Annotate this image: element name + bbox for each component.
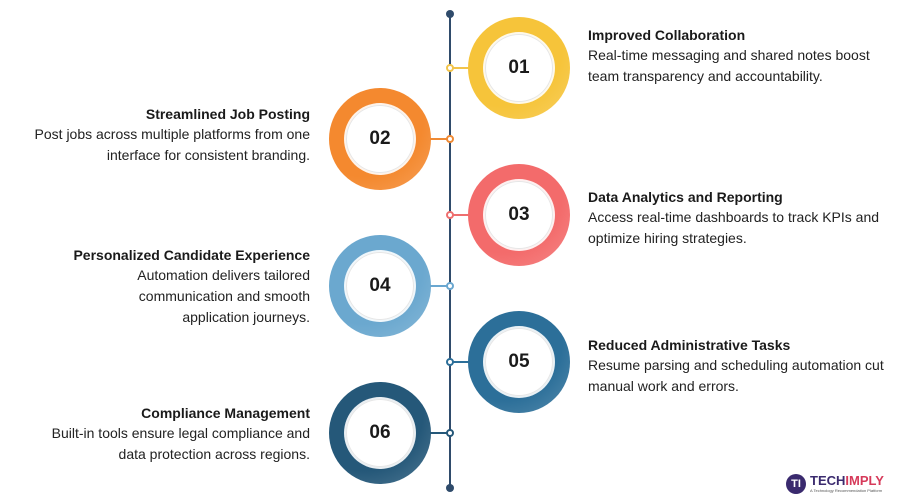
step-description-02: Post jobs across multiple platforms from… <box>34 126 310 163</box>
timeline-spine <box>449 14 451 488</box>
step-description-04: Automation delivers tailored communicati… <box>137 267 310 325</box>
connector-05 <box>450 361 470 363</box>
connector-01 <box>450 67 470 69</box>
step-number-01: 01 <box>508 57 530 78</box>
step-number-05: 05 <box>508 351 530 372</box>
step-text-05: Reduced Administrative Tasks Resume pars… <box>588 335 888 397</box>
timeline-dot-01 <box>446 64 454 72</box>
step-text-06: Compliance Management Built-in tools ens… <box>10 403 310 465</box>
step-number-04: 04 <box>369 275 391 296</box>
timeline-dot-02 <box>446 135 454 143</box>
step-badge-02: 02 <box>329 88 431 190</box>
step-badge-03: 03 <box>468 164 570 266</box>
logo-text-accent: IMPLY <box>845 473 884 488</box>
logo-tagline: A Technology Recommendation Platform <box>810 488 883 493</box>
timeline-start-cap <box>446 10 454 18</box>
connector-02 <box>430 138 450 140</box>
step-title-06: Compliance Management <box>141 405 310 421</box>
step-number-02: 02 <box>369 128 391 149</box>
timeline-dot-05 <box>446 358 454 366</box>
step-description-05: Resume parsing and scheduling automation… <box>588 357 884 394</box>
step-text-03: Data Analytics and Reporting Access real… <box>588 187 888 249</box>
step-badge-inner-02: 02 <box>346 105 414 173</box>
step-description-03: Access real-time dashboards to track KPI… <box>588 209 880 246</box>
step-text-02: Streamlined Job Posting Post jobs across… <box>10 104 310 166</box>
step-badge-05: 05 <box>468 311 570 413</box>
timeline-dot-03 <box>446 211 454 219</box>
techimply-logo: TI TECHIMPLY A Technology Recommendation… <box>786 474 896 496</box>
connector-06 <box>430 432 450 434</box>
step-title-03: Data Analytics and Reporting <box>588 189 783 205</box>
step-badge-inner-05: 05 <box>485 328 553 396</box>
step-number-03: 03 <box>508 204 530 225</box>
step-text-04: Personalized Candidate Experience Automa… <box>10 245 310 328</box>
step-badge-01: 01 <box>468 17 570 119</box>
step-badge-inner-01: 01 <box>485 34 553 102</box>
logo-text-main: TECH <box>810 473 846 488</box>
logo-mark-icon: TI <box>786 474 806 494</box>
step-badge-04: 04 <box>329 235 431 337</box>
step-badge-inner-04: 04 <box>346 252 414 320</box>
step-badge-inner-06: 06 <box>346 399 414 467</box>
connector-03 <box>450 214 470 216</box>
timeline-dot-06 <box>446 429 454 437</box>
logo-wordmark: TECHIMPLY <box>810 474 884 488</box>
step-number-06: 06 <box>369 422 391 443</box>
step-badge-06: 06 <box>329 382 431 484</box>
timeline-dot-04 <box>446 282 454 290</box>
step-title-05: Reduced Administrative Tasks <box>588 337 791 353</box>
step-description-01: Real-time messaging and shared notes boo… <box>588 47 870 84</box>
connector-04 <box>430 285 450 287</box>
step-title-01: Improved Collaboration <box>588 27 746 43</box>
step-text-01: Improved Collaboration Real-time messagi… <box>588 25 888 87</box>
timeline-end-cap <box>446 484 454 492</box>
step-title-04: Personalized Candidate Experience <box>73 247 310 263</box>
step-description-06: Built-in tools ensure legal compliance a… <box>51 425 310 462</box>
step-title-02: Streamlined Job Posting <box>145 106 310 122</box>
step-badge-inner-03: 03 <box>485 181 553 249</box>
